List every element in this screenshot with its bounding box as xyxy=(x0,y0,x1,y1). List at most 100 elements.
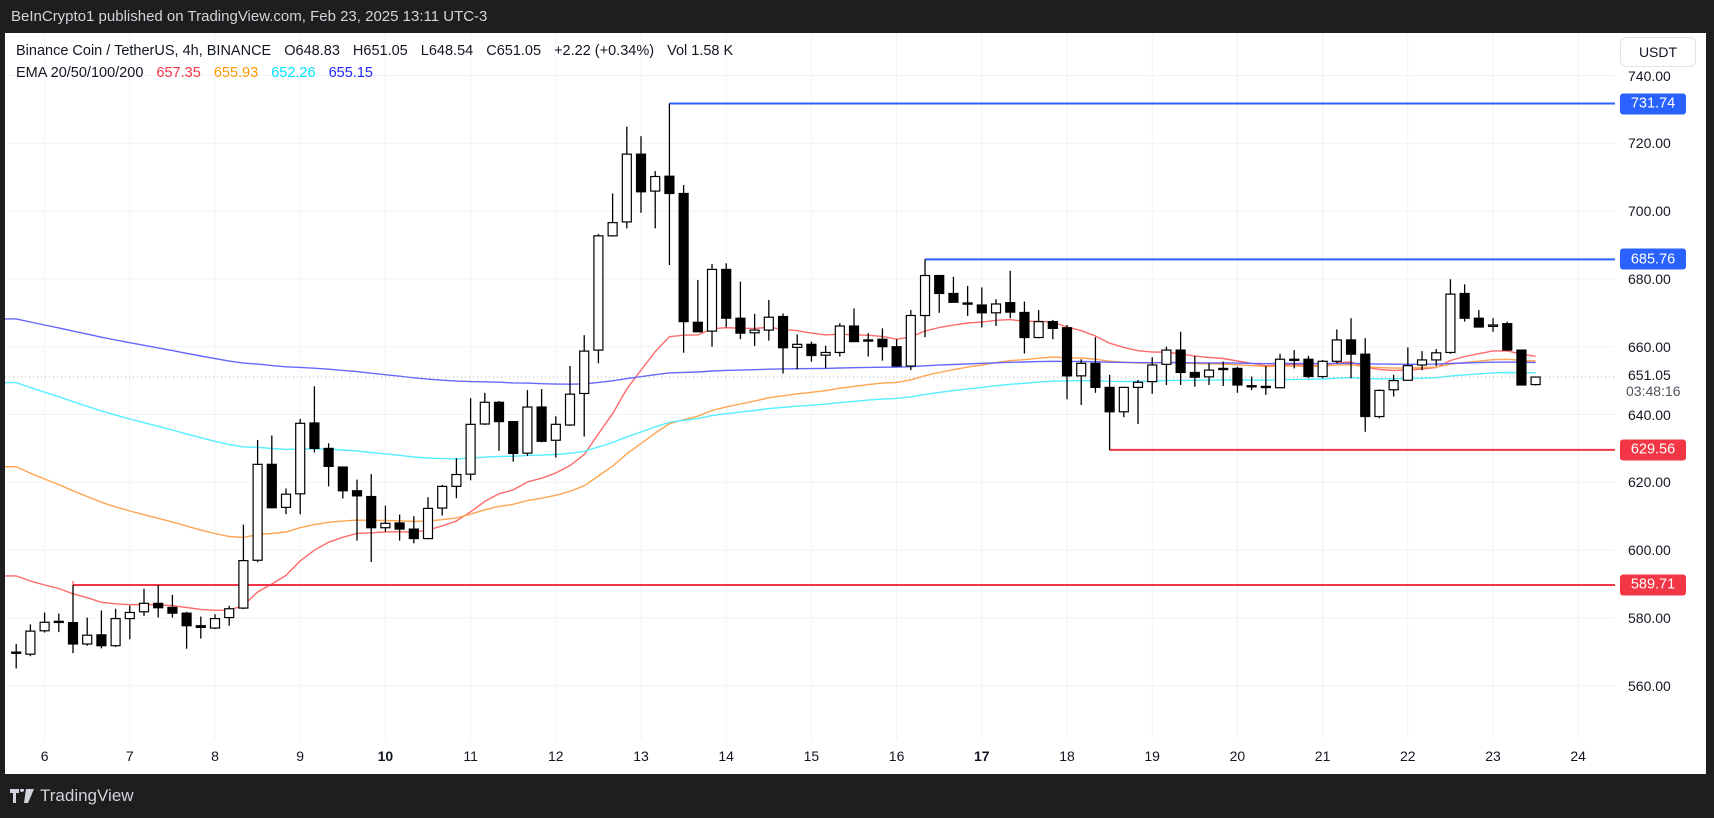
candle-body xyxy=(366,495,377,529)
candle xyxy=(1516,349,1527,386)
candle-body xyxy=(706,268,718,332)
candle xyxy=(53,613,64,633)
candle xyxy=(1061,325,1073,400)
ema-label[interactable]: EMA 20/50/100/200 xyxy=(16,65,144,81)
candle xyxy=(1260,366,1271,395)
candle xyxy=(1374,389,1385,419)
candle xyxy=(1090,337,1101,393)
candle xyxy=(124,605,135,640)
candle xyxy=(564,366,576,427)
candle-body xyxy=(976,304,987,314)
candle-body xyxy=(465,423,476,475)
candle-body xyxy=(650,175,661,192)
candle-body xyxy=(266,463,277,509)
candle-body xyxy=(1473,317,1484,328)
candle-body xyxy=(919,274,931,317)
candle-body xyxy=(1487,324,1499,327)
candle xyxy=(266,435,277,509)
candle-body xyxy=(1360,353,1371,418)
candle xyxy=(437,485,448,516)
symbol-name[interactable]: Binance Coin / TetherUS, 4h, BINANCE xyxy=(16,43,272,59)
ema-line-100 xyxy=(5,371,1536,460)
candle xyxy=(650,171,661,229)
candle xyxy=(1076,359,1087,406)
candle-body xyxy=(309,422,320,450)
candle-body xyxy=(124,611,135,620)
candle xyxy=(465,398,476,481)
candle xyxy=(195,616,206,639)
candle-body xyxy=(593,235,604,351)
candle-body xyxy=(280,493,292,508)
date-tick-label: 7 xyxy=(125,748,134,764)
price-tick-label: 640.00 xyxy=(1628,406,1671,423)
candle-body xyxy=(1061,327,1073,377)
candle-body xyxy=(579,350,590,395)
candle xyxy=(1175,331,1186,386)
ohlc-low: L648.54 xyxy=(420,43,474,59)
candle-body xyxy=(53,620,64,624)
chart-panel[interactable] xyxy=(5,33,1706,774)
candle xyxy=(721,263,732,328)
candle xyxy=(380,505,391,532)
candle xyxy=(1502,321,1513,351)
price-tick-label: 560.00 xyxy=(1628,677,1671,694)
candle-body xyxy=(1118,386,1129,413)
candle xyxy=(1416,351,1428,371)
candle xyxy=(948,276,959,303)
candle xyxy=(295,418,306,515)
candle xyxy=(990,299,1002,327)
candle-body xyxy=(735,317,746,334)
candle xyxy=(976,287,987,328)
candle xyxy=(493,400,505,451)
candle xyxy=(323,443,334,487)
candle xyxy=(877,328,888,361)
candle-body xyxy=(721,268,732,319)
candle-body xyxy=(635,153,647,193)
candle xyxy=(1331,329,1342,364)
candle xyxy=(1487,318,1499,332)
ohlc-open: O648.83 xyxy=(284,43,340,59)
candle-body xyxy=(252,463,263,561)
candle-body xyxy=(323,447,334,467)
price-tick-label: 620.00 xyxy=(1628,474,1671,491)
candle xyxy=(479,392,490,426)
candle-body xyxy=(1260,385,1271,389)
candle xyxy=(1274,353,1286,389)
candle xyxy=(919,259,931,338)
candle xyxy=(1530,376,1541,386)
price-tick-label: 660.00 xyxy=(1628,338,1671,355)
candle xyxy=(905,310,916,371)
candle-body xyxy=(990,303,1002,314)
candle xyxy=(181,611,192,649)
candle xyxy=(635,136,647,213)
candle-body xyxy=(153,602,164,609)
candle xyxy=(508,421,519,462)
candle-body xyxy=(1047,321,1058,329)
candle-body xyxy=(1019,311,1030,339)
candle xyxy=(110,608,121,648)
candle xyxy=(252,439,263,563)
date-tick-label: 24 xyxy=(1570,748,1586,764)
level-lines xyxy=(5,102,1615,586)
tradingview-logo[interactable]: TradingView xyxy=(10,786,134,806)
candle-body xyxy=(1502,323,1513,351)
candle xyxy=(67,585,79,654)
currency-button[interactable]: USDT xyxy=(1620,37,1696,67)
candle-body xyxy=(96,634,107,647)
candle-body xyxy=(777,315,789,349)
candle xyxy=(11,644,22,669)
candle xyxy=(706,263,718,347)
date-tick-label: 23 xyxy=(1485,748,1501,764)
candle-body xyxy=(1459,292,1470,319)
candle-body xyxy=(1218,367,1229,371)
candle xyxy=(1388,374,1399,397)
level-price-badge: 589.71 xyxy=(1620,574,1686,596)
candle-body xyxy=(1189,371,1200,378)
candle-body xyxy=(394,522,405,530)
candle-body xyxy=(82,634,93,645)
ema200-value: 655.15 xyxy=(328,65,373,81)
candle xyxy=(664,103,675,266)
candle-body xyxy=(238,560,249,609)
candle-body xyxy=(877,338,888,348)
